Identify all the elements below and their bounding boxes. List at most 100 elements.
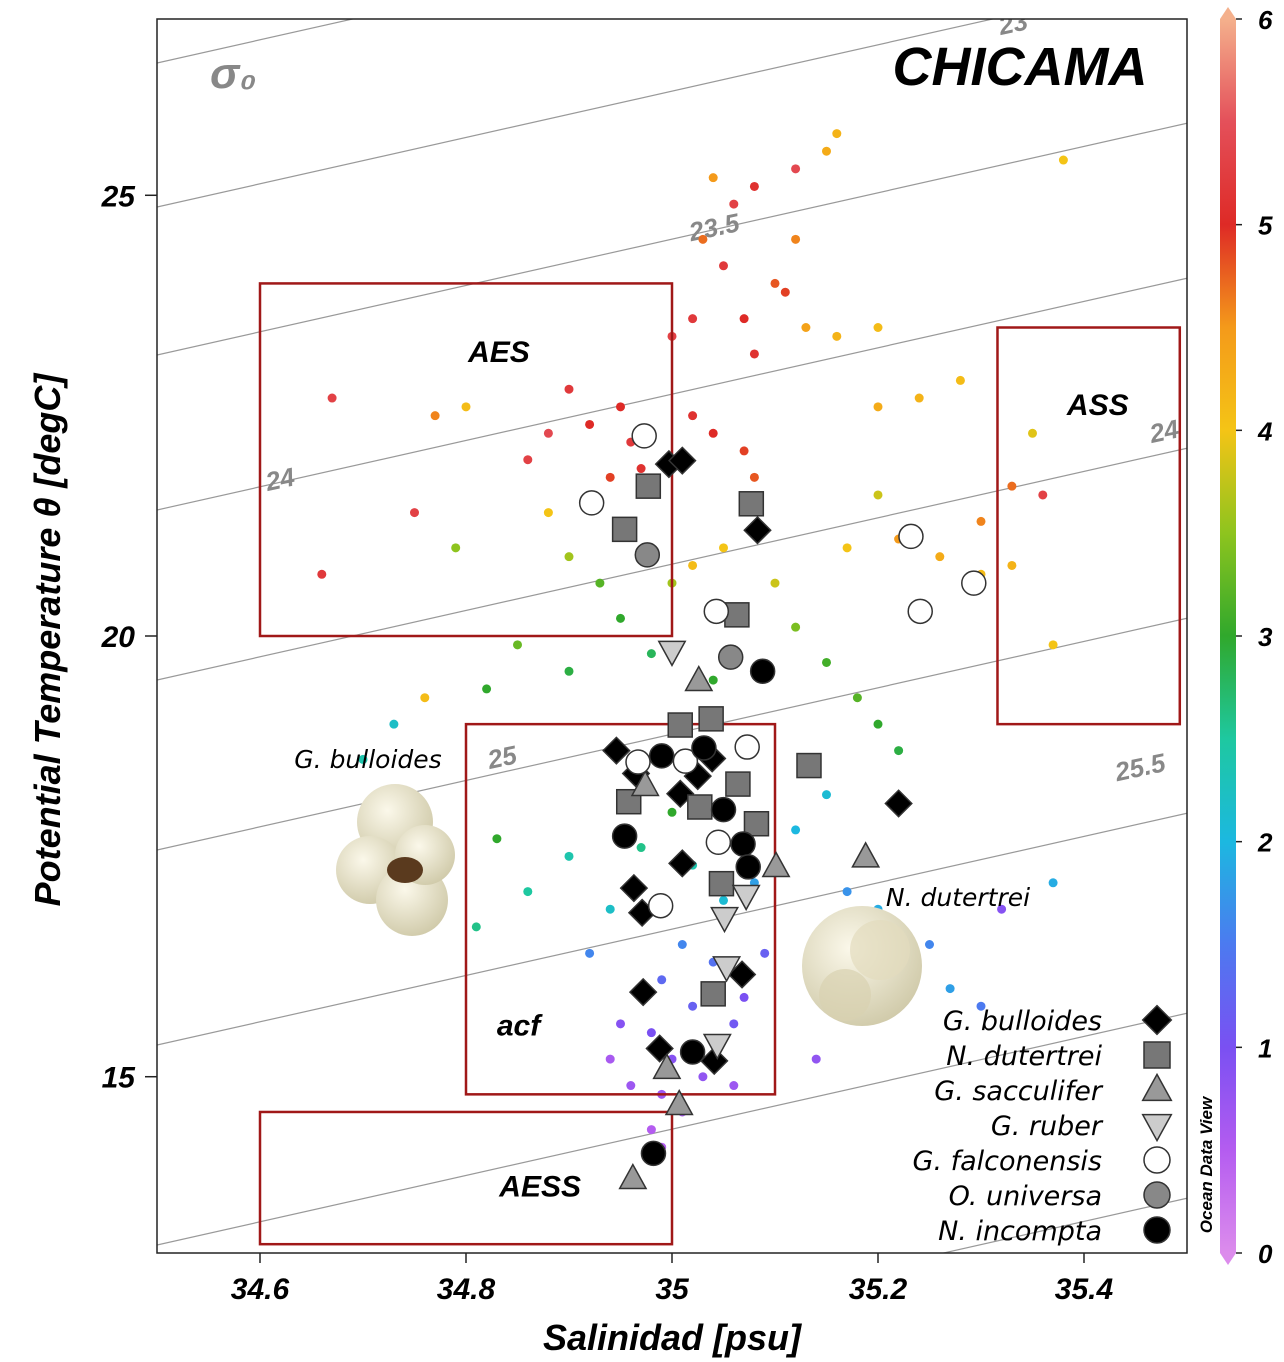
background-point: [358, 754, 368, 764]
colorbar-tick-label: 1: [1258, 1033, 1272, 1063]
background-point: [719, 895, 728, 905]
background-point: [461, 402, 471, 412]
background-point: [646, 1125, 656, 1135]
point: [884, 789, 913, 818]
colorbar-extend: [1220, 1253, 1236, 1265]
legend-marker: [1143, 1181, 1171, 1209]
isopycnal-line: [157, 812, 1187, 1046]
point: [725, 771, 751, 797]
background-point: [317, 569, 327, 579]
background-point: [976, 1001, 986, 1011]
colorbar-tick-label: 2: [1257, 828, 1273, 858]
background-point: [719, 261, 728, 271]
background-point: [327, 393, 337, 403]
point: [611, 823, 638, 849]
background-point: [822, 657, 831, 667]
background-point: [564, 666, 574, 676]
point: [672, 748, 699, 774]
point: [684, 664, 714, 692]
water-mass-box: [996, 326, 1182, 726]
background-point: [698, 1072, 708, 1082]
background-point: [822, 790, 831, 800]
point: [708, 870, 735, 897]
background-point: [657, 975, 667, 985]
point: [851, 841, 881, 868]
legend-marker: [1141, 1004, 1173, 1036]
isopycnal-line: [157, 19, 356, 64]
background-point: [842, 543, 852, 553]
background-point: [564, 552, 574, 562]
point: [735, 854, 761, 880]
isopycnal-line: [157, 19, 996, 208]
water-mass-box: [464, 722, 777, 1096]
background-point: [1048, 640, 1058, 650]
point: [652, 1052, 682, 1080]
background-point: [780, 287, 790, 297]
background-point: [430, 411, 440, 421]
background-point: [636, 464, 646, 474]
background-point: [1007, 481, 1017, 491]
background-point: [616, 613, 625, 623]
background-point: [1028, 428, 1037, 438]
background-point: [791, 164, 801, 174]
background-point: [543, 508, 553, 518]
point: [761, 850, 791, 878]
point: [710, 906, 739, 934]
point: [665, 779, 695, 809]
colorbar-bar: [1220, 19, 1236, 1253]
isopycnal-label: 25: [484, 739, 520, 775]
background-point: [595, 578, 605, 588]
point: [578, 490, 605, 516]
legend: G. bulloides N. dutertrei G. sacculifer G. …: [913, 1004, 1173, 1247]
background-point: [739, 446, 749, 456]
point: [710, 796, 737, 823]
background-point: [719, 543, 728, 553]
point: [698, 706, 724, 732]
background-point: [688, 560, 698, 570]
background-point: [451, 543, 461, 553]
isopycnal-line: [157, 122, 1187, 356]
isopycnal-label: 25.5: [1111, 747, 1168, 787]
species-points: [578, 423, 987, 1190]
background-point: [739, 992, 749, 1002]
background-point: [822, 146, 831, 156]
background-point: [420, 693, 430, 703]
background-point: [688, 314, 698, 324]
background-point: [636, 843, 646, 853]
background-point: [997, 904, 1007, 914]
point: [619, 873, 649, 903]
point: [630, 769, 660, 797]
isopycnal-lines: 23 23.5 24 24 25 25.5: [157, 19, 1187, 1253]
watermark: Ocean Data View: [1197, 1095, 1216, 1233]
background-point: [749, 472, 759, 482]
y-tick-label: 25: [101, 180, 137, 213]
water-mass-box: [258, 282, 674, 638]
point: [743, 810, 770, 837]
background-point: [791, 234, 801, 244]
background-point: [646, 649, 656, 659]
point: [687, 794, 713, 820]
background-point: [729, 199, 739, 209]
background-point: [873, 719, 883, 729]
point: [667, 712, 693, 738]
colorbar: 0 1 2 3 4 5 6: [1220, 5, 1273, 1269]
background-point: [739, 314, 749, 324]
water-mass-label: AESS: [498, 1171, 581, 1204]
background-point: [605, 1054, 615, 1064]
point: [743, 515, 772, 545]
background-point: [677, 940, 687, 949]
background-point: [945, 984, 955, 994]
legend-label: G. sacculifer: [934, 1076, 1104, 1107]
x-tick-label: 35.4: [1055, 1273, 1114, 1306]
background-point: [935, 552, 945, 562]
background-point: [873, 323, 883, 332]
legend-label: G. ruber: [991, 1111, 1104, 1142]
background-point: [389, 719, 399, 729]
legend-marker: [1143, 1146, 1171, 1174]
colorbar-tick-label: 6: [1258, 5, 1273, 35]
point: [634, 542, 661, 568]
colorbar-extend: [1220, 7, 1236, 19]
foram-image-n-dutertrei: [802, 906, 922, 1026]
background-point: [801, 323, 811, 332]
